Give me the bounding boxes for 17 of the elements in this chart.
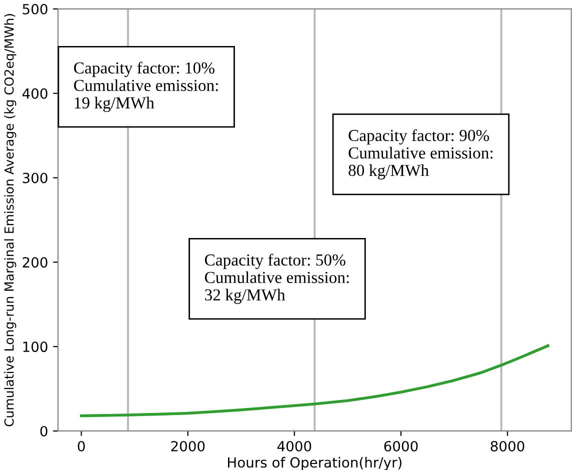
annotation: Capacity factor: 90% Cumulative emission: 80 kg/MWh (348, 129, 492, 180)
y-tick-label: 0 (40, 426, 48, 436)
line-series (80, 344, 550, 418)
x-tick-label: 4000 (277, 440, 312, 452)
y-tick-label: 300 (22, 172, 48, 184)
x-tick-label: 8000 (490, 440, 524, 452)
x-tick-label: 2000 (171, 440, 205, 452)
y-tick-label: 200 (22, 257, 48, 268)
annotation: Capacity factor: 10% Cumulative emission: 19 kg/MWh (74, 62, 218, 112)
x-axis-title: Hours of Operation(hr/yr) (228, 456, 402, 470)
y-tick-label: 400 (22, 88, 48, 99)
y-axis-title: Cumulative Long-run Marginal Emission Average (kg CO2eq/MWh) (4, 14, 16, 426)
x-tick-label: 6000 (384, 440, 418, 452)
annotation: Capacity factor: 50% Cumulative emission: 32 kg/MWh (204, 254, 349, 304)
y-tick-label: 100 (23, 342, 48, 352)
y-tick-label: 500 (22, 4, 48, 14)
x-tick-label: 0 (78, 440, 85, 452)
